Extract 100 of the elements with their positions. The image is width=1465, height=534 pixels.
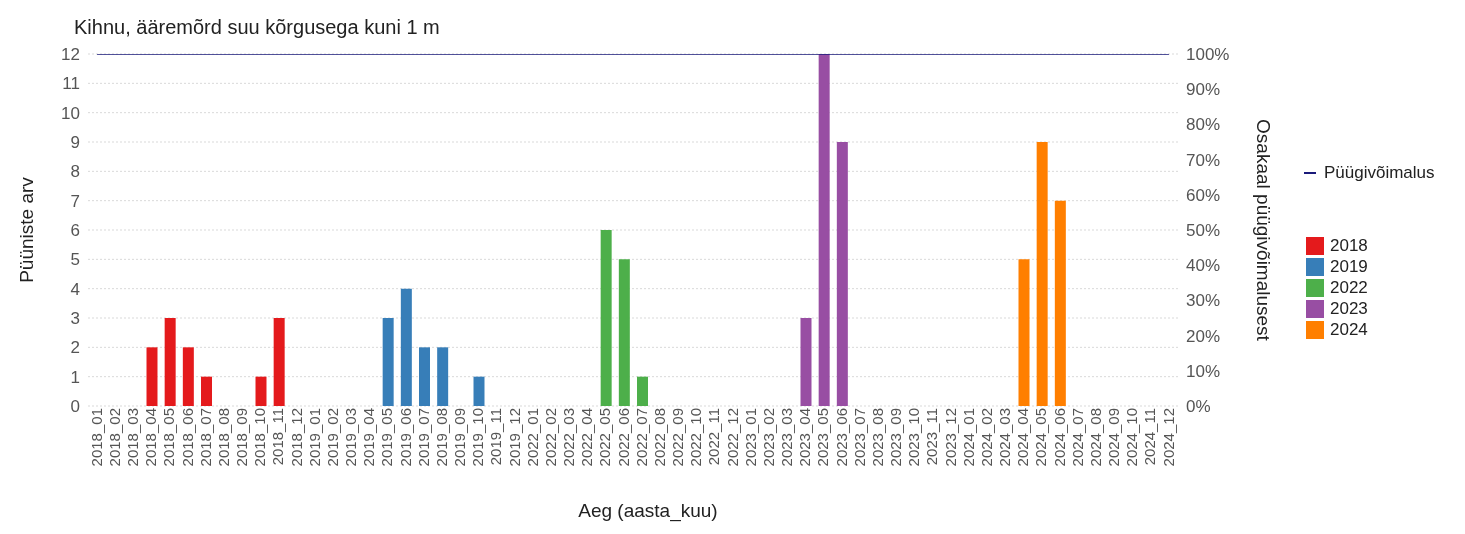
x-tick-label: 2023_01 [741,408,759,467]
y-tick-label: 1 [70,367,80,387]
x-tick-label: 2019_03 [342,408,360,467]
bar [164,318,176,406]
bar [419,347,430,406]
bar [437,347,449,406]
x-tick-label: 2018_04 [142,408,160,467]
x-tick-label: 2018_10 [251,408,269,467]
legend-label: 2022 [1330,277,1368,298]
x-tick-label: 2019_07 [414,408,432,467]
bar [382,318,394,406]
bar [818,54,830,406]
x-tick-label: 2022_10 [687,408,705,467]
legend-label: 2018 [1330,235,1368,256]
bar [637,376,648,406]
y2-tick-label: 40% [1186,256,1221,276]
x-tick-label: 2024_10 [1123,408,1141,467]
x-tick-label: 2019_09 [451,408,469,467]
x-tick-label: 2018_09 [233,408,251,467]
x-tick-label: 2024_03 [996,408,1014,467]
y2-tick-label: 90% [1186,80,1221,100]
x-tick-label: 2023_03 [778,408,796,467]
bar [182,347,194,406]
bar [1054,200,1066,406]
x-tick-label: 2024_12 [1159,408,1177,467]
y-tick-label: 4 [70,279,80,299]
legend-label: 2023 [1330,298,1368,319]
x-tick-label: 2023_08 [868,408,886,467]
y-tick-label: 9 [70,133,80,153]
bar [255,376,267,406]
x-axis-title: Aeg (aasta_kuu) [577,500,719,522]
x-tick-label: 2023_10 [905,408,923,467]
y-axis-title: Püüniste arv [15,176,37,283]
bar [618,259,630,406]
y-tick-label: 5 [70,250,80,270]
x-tick-label: 2024_06 [1050,408,1068,467]
legend-label: Püügivõimalus [1324,163,1435,183]
y-tick-label: 11 [62,74,80,94]
y2-tick-label: 20% [1186,326,1221,346]
x-tick-label: 2022_06 [614,408,632,467]
x-tick-label: 2019_06 [396,408,414,467]
y-tick-label: 7 [70,191,80,211]
y2-tick-label: 0% [1186,397,1211,417]
x-tick-label: 2024_05 [1032,408,1050,467]
x-tick-label: 2024_04 [1014,408,1032,467]
x-tick-label: 2023_07 [850,408,868,467]
y2-tick-label: 60% [1186,185,1221,205]
bar [473,376,485,406]
x-tick-label: 2022_04 [578,408,596,467]
x-tick-label: 2018_05 [160,408,178,467]
x-tick-label: 2018_08 [214,408,232,467]
x-tick-label: 2018_06 [178,408,196,467]
bar [600,230,612,406]
x-tick-label: 2022_11 [705,408,723,466]
x-tick-label: 2019_12 [505,408,523,467]
bar [400,288,412,406]
x-tick-label: 2024_01 [959,408,977,467]
x-tick-label: 2019_11 [487,408,505,466]
x-tick-label: 2022_03 [560,408,578,467]
x-tick-label: 2024_07 [1068,408,1086,467]
x-tick-label: 2022_07 [632,408,650,467]
y2-tick-label: 50% [1186,221,1221,241]
x-tick-label: 2018_07 [196,408,214,467]
y2-axis-title: Osakaal püügivõimalusest [1253,119,1275,342]
x-tick-label: 2019_02 [323,408,341,467]
x-tick-label: 2023_02 [759,408,777,467]
y-tick-label: 10 [61,103,80,123]
bar [201,376,212,406]
x-tick-label: 2024_08 [1086,408,1104,467]
y2-tick-label: 80% [1186,115,1221,135]
x-tick-label: 2018_03 [124,408,142,467]
y-tick-label: 6 [70,221,80,241]
chart-title: Kihnu, ääremõrd suu kõrgusega kuni 1 m [74,16,440,39]
y-tick-label: 12 [61,45,80,65]
x-tick-label: 2018_12 [287,408,305,467]
y2-tick-label: 70% [1186,150,1221,170]
x-tick-label: 2019_08 [432,408,450,467]
x-tick-label: 2023_12 [941,408,959,467]
x-tick-label: 2022_09 [669,408,687,467]
x-tick-label: 2024_09 [1105,408,1123,467]
legend-label: 2019 [1330,256,1368,277]
x-tick-label: 2023_06 [832,408,850,467]
x-tick-label: 2023_09 [887,408,905,467]
y2-tick-label: 100% [1186,45,1230,65]
x-tick-label: 2018_11 [269,408,287,466]
x-tick-label: 2019_10 [469,408,487,467]
bar [800,318,812,406]
bar [836,142,848,406]
y-tick-label: 0 [70,397,80,417]
y-tick-label: 3 [70,309,80,329]
y2-tick-label: 10% [1186,361,1221,381]
x-tick-label: 2022_08 [650,408,668,467]
x-tick-label: 2022_02 [541,408,559,467]
bar [273,318,285,406]
x-tick-label: 2023_11 [923,408,941,466]
y2-tick-label: 30% [1186,291,1221,311]
x-tick-label: 2018_01 [87,408,105,467]
x-tick-label: 2023_04 [796,408,814,467]
x-tick-label: 2024_02 [977,408,995,467]
bar [1018,259,1030,406]
